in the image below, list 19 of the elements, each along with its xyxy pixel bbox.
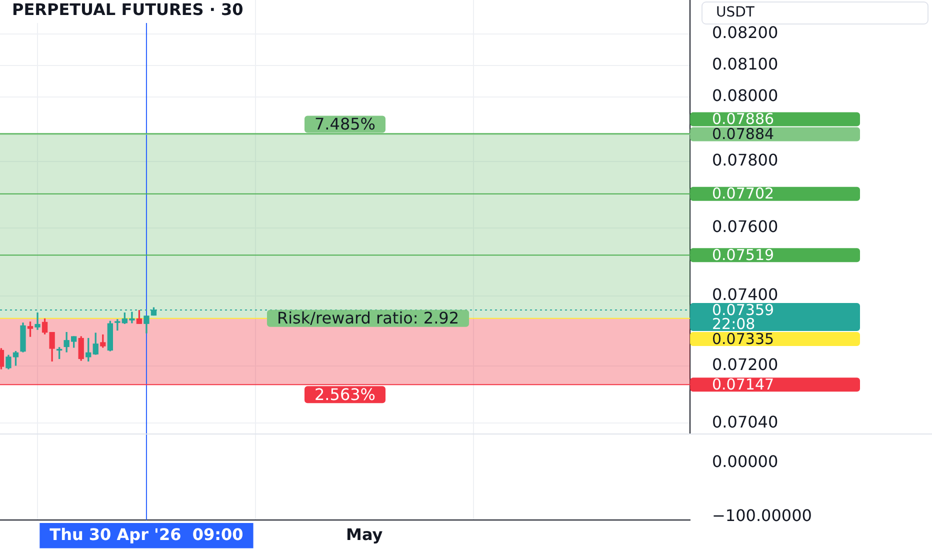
y-tick-label: 0.07200	[712, 354, 778, 374]
y-tick-label: 0.08000	[712, 86, 778, 106]
y-tick-label: 0.07040	[712, 412, 778, 432]
y-tick-label: 0.07600	[712, 217, 778, 236]
x-tick-label: Thu 30 Apr '26 09:00	[50, 524, 244, 544]
band-label: 7.485%	[314, 114, 376, 134]
ref-line-label: 0.07147	[712, 376, 774, 394]
y-axis-title: USDT	[716, 4, 755, 21]
y-tick-label: 0.07800	[712, 150, 778, 170]
annotation: Risk/reward ratio: 2.92	[276, 308, 460, 328]
band-label: 2.563%	[314, 384, 376, 404]
y-tick-label: 0.08200	[712, 23, 778, 42]
text: 0.00000	[712, 452, 778, 472]
x-tick-label: May	[346, 524, 384, 544]
ref-line-label: 0.07519	[712, 246, 774, 264]
text: −100.00000	[712, 506, 812, 526]
ref-line-label: 0.07702	[712, 184, 774, 203]
y-tick-label: 0.08100	[712, 54, 778, 74]
chart-title: PERPETUAL FUTURES · 30	[12, 0, 244, 20]
